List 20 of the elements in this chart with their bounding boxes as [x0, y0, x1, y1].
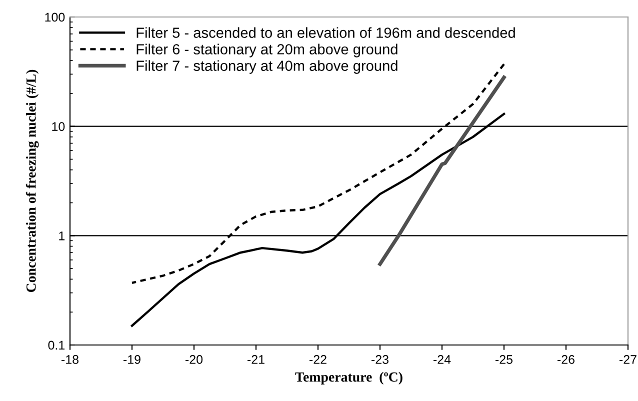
x-tick-label: -18 — [62, 355, 78, 364]
x-tick-label: -22 — [310, 355, 326, 364]
legend-label: Filter 6 - stationary at 20m above ground — [136, 44, 398, 58]
x-tick-label: -21 — [248, 355, 264, 364]
line-series — [378, 76, 506, 266]
y-axis-title: Concentration of freezing nuclei (#/L) — [26, 70, 39, 292]
x-tick-label: -23 — [372, 355, 388, 364]
x-axis-title: Temperature (ºC) — [295, 372, 402, 385]
y-tick-label: 100 — [45, 12, 65, 22]
legend-label: Filter 7 - stationary at 40m above ground — [136, 60, 398, 74]
legend-label: Filter 5 - ascended to an elevation of 196m and descended — [136, 27, 515, 38]
x-tick-label: -24 — [434, 355, 451, 364]
x-tick-label: -19 — [124, 355, 140, 364]
x-tick-label: -25 — [496, 355, 513, 364]
y-tick-label: 10 — [52, 122, 65, 131]
y-tick-label: 0.1 — [48, 340, 65, 350]
x-tick-label: -27 — [620, 355, 636, 364]
x-tick-label: -20 — [186, 355, 203, 364]
y-tick-label: 1 — [59, 232, 65, 240]
x-tick-label: -26 — [558, 355, 574, 364]
